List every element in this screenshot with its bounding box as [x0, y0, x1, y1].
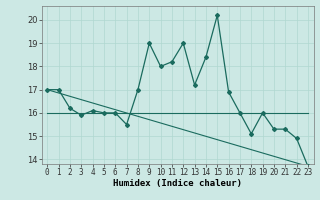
- X-axis label: Humidex (Indice chaleur): Humidex (Indice chaleur): [113, 179, 242, 188]
